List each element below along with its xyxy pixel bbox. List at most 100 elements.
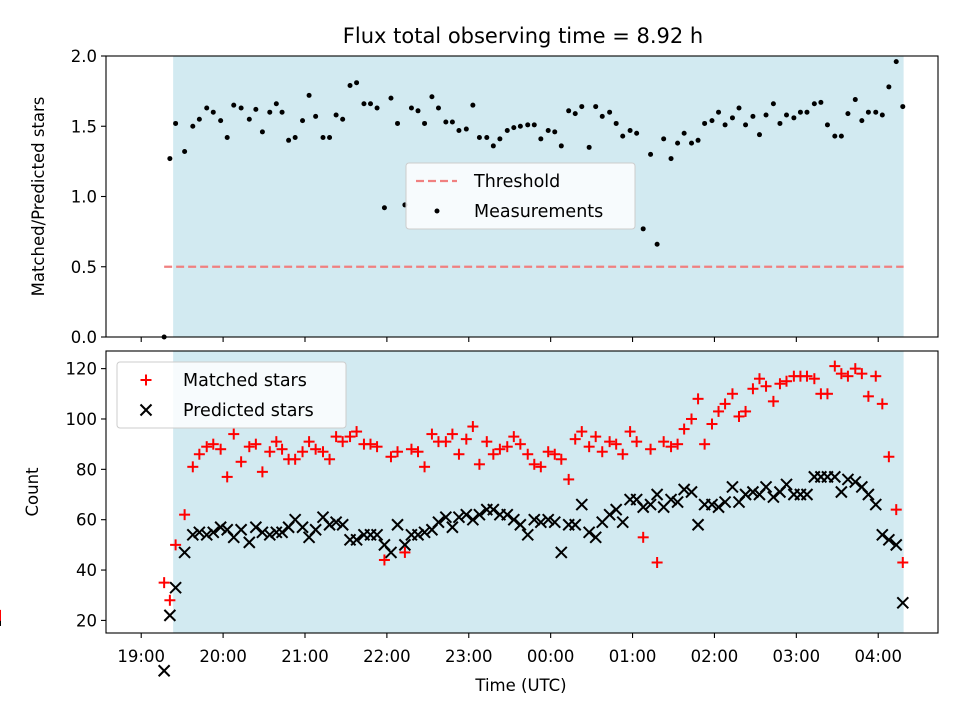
count-marks bbox=[0, 360, 909, 677]
predicted-stars-point bbox=[636, 500, 650, 514]
matched-stars-point bbox=[317, 446, 329, 458]
matched-stars-point bbox=[576, 426, 588, 438]
x-tick-label: 19:00 bbox=[117, 647, 165, 666]
predicted-stars-point bbox=[323, 518, 336, 531]
measurement-point bbox=[777, 120, 783, 126]
predicted-stars-point bbox=[163, 609, 177, 622]
predicted-stars-point bbox=[460, 508, 473, 521]
measurement-point bbox=[286, 137, 292, 143]
matched-stars-point bbox=[385, 451, 397, 463]
predicted-stars-point bbox=[309, 523, 322, 536]
predicted-stars-point bbox=[411, 528, 425, 542]
predicted-stars-point bbox=[473, 508, 486, 521]
matched-stars-point bbox=[897, 557, 909, 568]
measurements-legend-label: Measurements bbox=[474, 202, 603, 222]
matched-stars-point bbox=[719, 398, 731, 410]
matched-stars-point bbox=[467, 421, 479, 433]
matched-stars-point bbox=[747, 383, 759, 395]
measurement-point bbox=[388, 95, 394, 101]
predicted-stars-point bbox=[685, 485, 698, 499]
matched-stars-point bbox=[405, 443, 417, 455]
matched-legend-swatch bbox=[140, 374, 152, 386]
y-tick-label: 0.0 bbox=[71, 328, 97, 347]
ratio-legend: Threshold Measurements bbox=[405, 162, 636, 230]
predicted-stars-point bbox=[589, 531, 602, 544]
matched-stars-point bbox=[487, 448, 499, 460]
y-tick-label: 1.5 bbox=[71, 117, 97, 136]
measurement-point bbox=[879, 112, 885, 118]
matched-stars-point bbox=[371, 441, 383, 453]
matched-stars-point bbox=[672, 438, 684, 450]
measurement-point bbox=[354, 80, 360, 86]
predicted-stars-point bbox=[249, 521, 263, 534]
measurement-point bbox=[832, 133, 838, 139]
measurement-point bbox=[681, 130, 687, 136]
matched-stars-point bbox=[631, 436, 643, 448]
predicted-stars-point bbox=[876, 528, 889, 542]
measurement-point bbox=[640, 226, 646, 232]
matched-stars-point bbox=[569, 433, 581, 445]
measurement-point bbox=[231, 102, 237, 108]
matched-stars-point bbox=[713, 405, 725, 417]
measurement-point bbox=[204, 105, 210, 111]
predicted-stars-point bbox=[275, 526, 289, 539]
x-tick-label: 20:00 bbox=[199, 647, 247, 666]
measurement-point bbox=[210, 109, 216, 115]
predicted-stars-point bbox=[609, 503, 623, 516]
y-tick-label: 2.0 bbox=[71, 47, 97, 66]
y-tick-label: 80 bbox=[76, 460, 97, 479]
predicted-stars-point bbox=[391, 518, 404, 531]
measurement-point bbox=[279, 109, 285, 115]
matched-stars-point bbox=[303, 436, 315, 448]
matched-stars-point bbox=[344, 431, 356, 443]
matched-stars-point bbox=[508, 431, 520, 443]
measurement-point bbox=[797, 109, 803, 115]
measurement-point bbox=[893, 59, 899, 65]
predicted-stars-point bbox=[157, 664, 171, 677]
predicted-legend-swatch bbox=[139, 403, 153, 417]
measurement-point bbox=[586, 144, 592, 150]
predicted-stars-point bbox=[243, 536, 256, 549]
measurement-point bbox=[859, 118, 865, 124]
predicted-stars-point bbox=[329, 516, 343, 529]
measurement-point bbox=[238, 105, 244, 111]
predicted-stars-point bbox=[569, 518, 582, 531]
matched-stars-point bbox=[706, 418, 718, 430]
matched-stars-point bbox=[528, 458, 540, 470]
predicted-stars-point bbox=[718, 495, 732, 509]
predicted-stars-point bbox=[896, 596, 909, 609]
measurement-point bbox=[484, 134, 490, 140]
measurement-point bbox=[579, 104, 585, 110]
y-tick-label: 40 bbox=[76, 561, 97, 580]
predicted-stars-point bbox=[370, 528, 384, 542]
measurement-point bbox=[327, 134, 333, 140]
threshold-legend-label: Threshold bbox=[473, 172, 560, 192]
matched-stars-point bbox=[201, 441, 213, 453]
measurement-point bbox=[613, 120, 619, 126]
matched-stars-point bbox=[849, 363, 861, 375]
measurement-point bbox=[443, 119, 449, 125]
measurement-point bbox=[722, 122, 728, 128]
predicted-legend-label: Predicted stars bbox=[183, 401, 314, 421]
matched-stars-point bbox=[501, 441, 513, 453]
measurement-point bbox=[566, 108, 572, 114]
predicted-stars-point bbox=[862, 488, 875, 501]
matched-stars-point bbox=[297, 446, 309, 458]
measurement-point bbox=[709, 118, 715, 124]
measurement-point bbox=[422, 120, 428, 126]
y-tick-label: 100 bbox=[66, 410, 98, 429]
measurement-point bbox=[729, 115, 735, 121]
predicted-stars-point bbox=[890, 538, 903, 552]
predicted-stars-point bbox=[178, 546, 191, 559]
x-tick-label: 01:00 bbox=[609, 647, 657, 666]
predicted-stars-point bbox=[582, 526, 596, 539]
predicted-stars-point bbox=[548, 516, 561, 529]
matched-stars-point bbox=[583, 441, 595, 453]
matched-stars-point bbox=[235, 456, 247, 468]
matched-stars-point bbox=[760, 380, 772, 392]
x-tick-label: 21:00 bbox=[281, 647, 329, 666]
predicted-stars-point bbox=[739, 488, 752, 501]
predicted-stars-point bbox=[528, 513, 541, 526]
measurement-point bbox=[811, 101, 817, 107]
matched-stars-point bbox=[330, 431, 342, 443]
